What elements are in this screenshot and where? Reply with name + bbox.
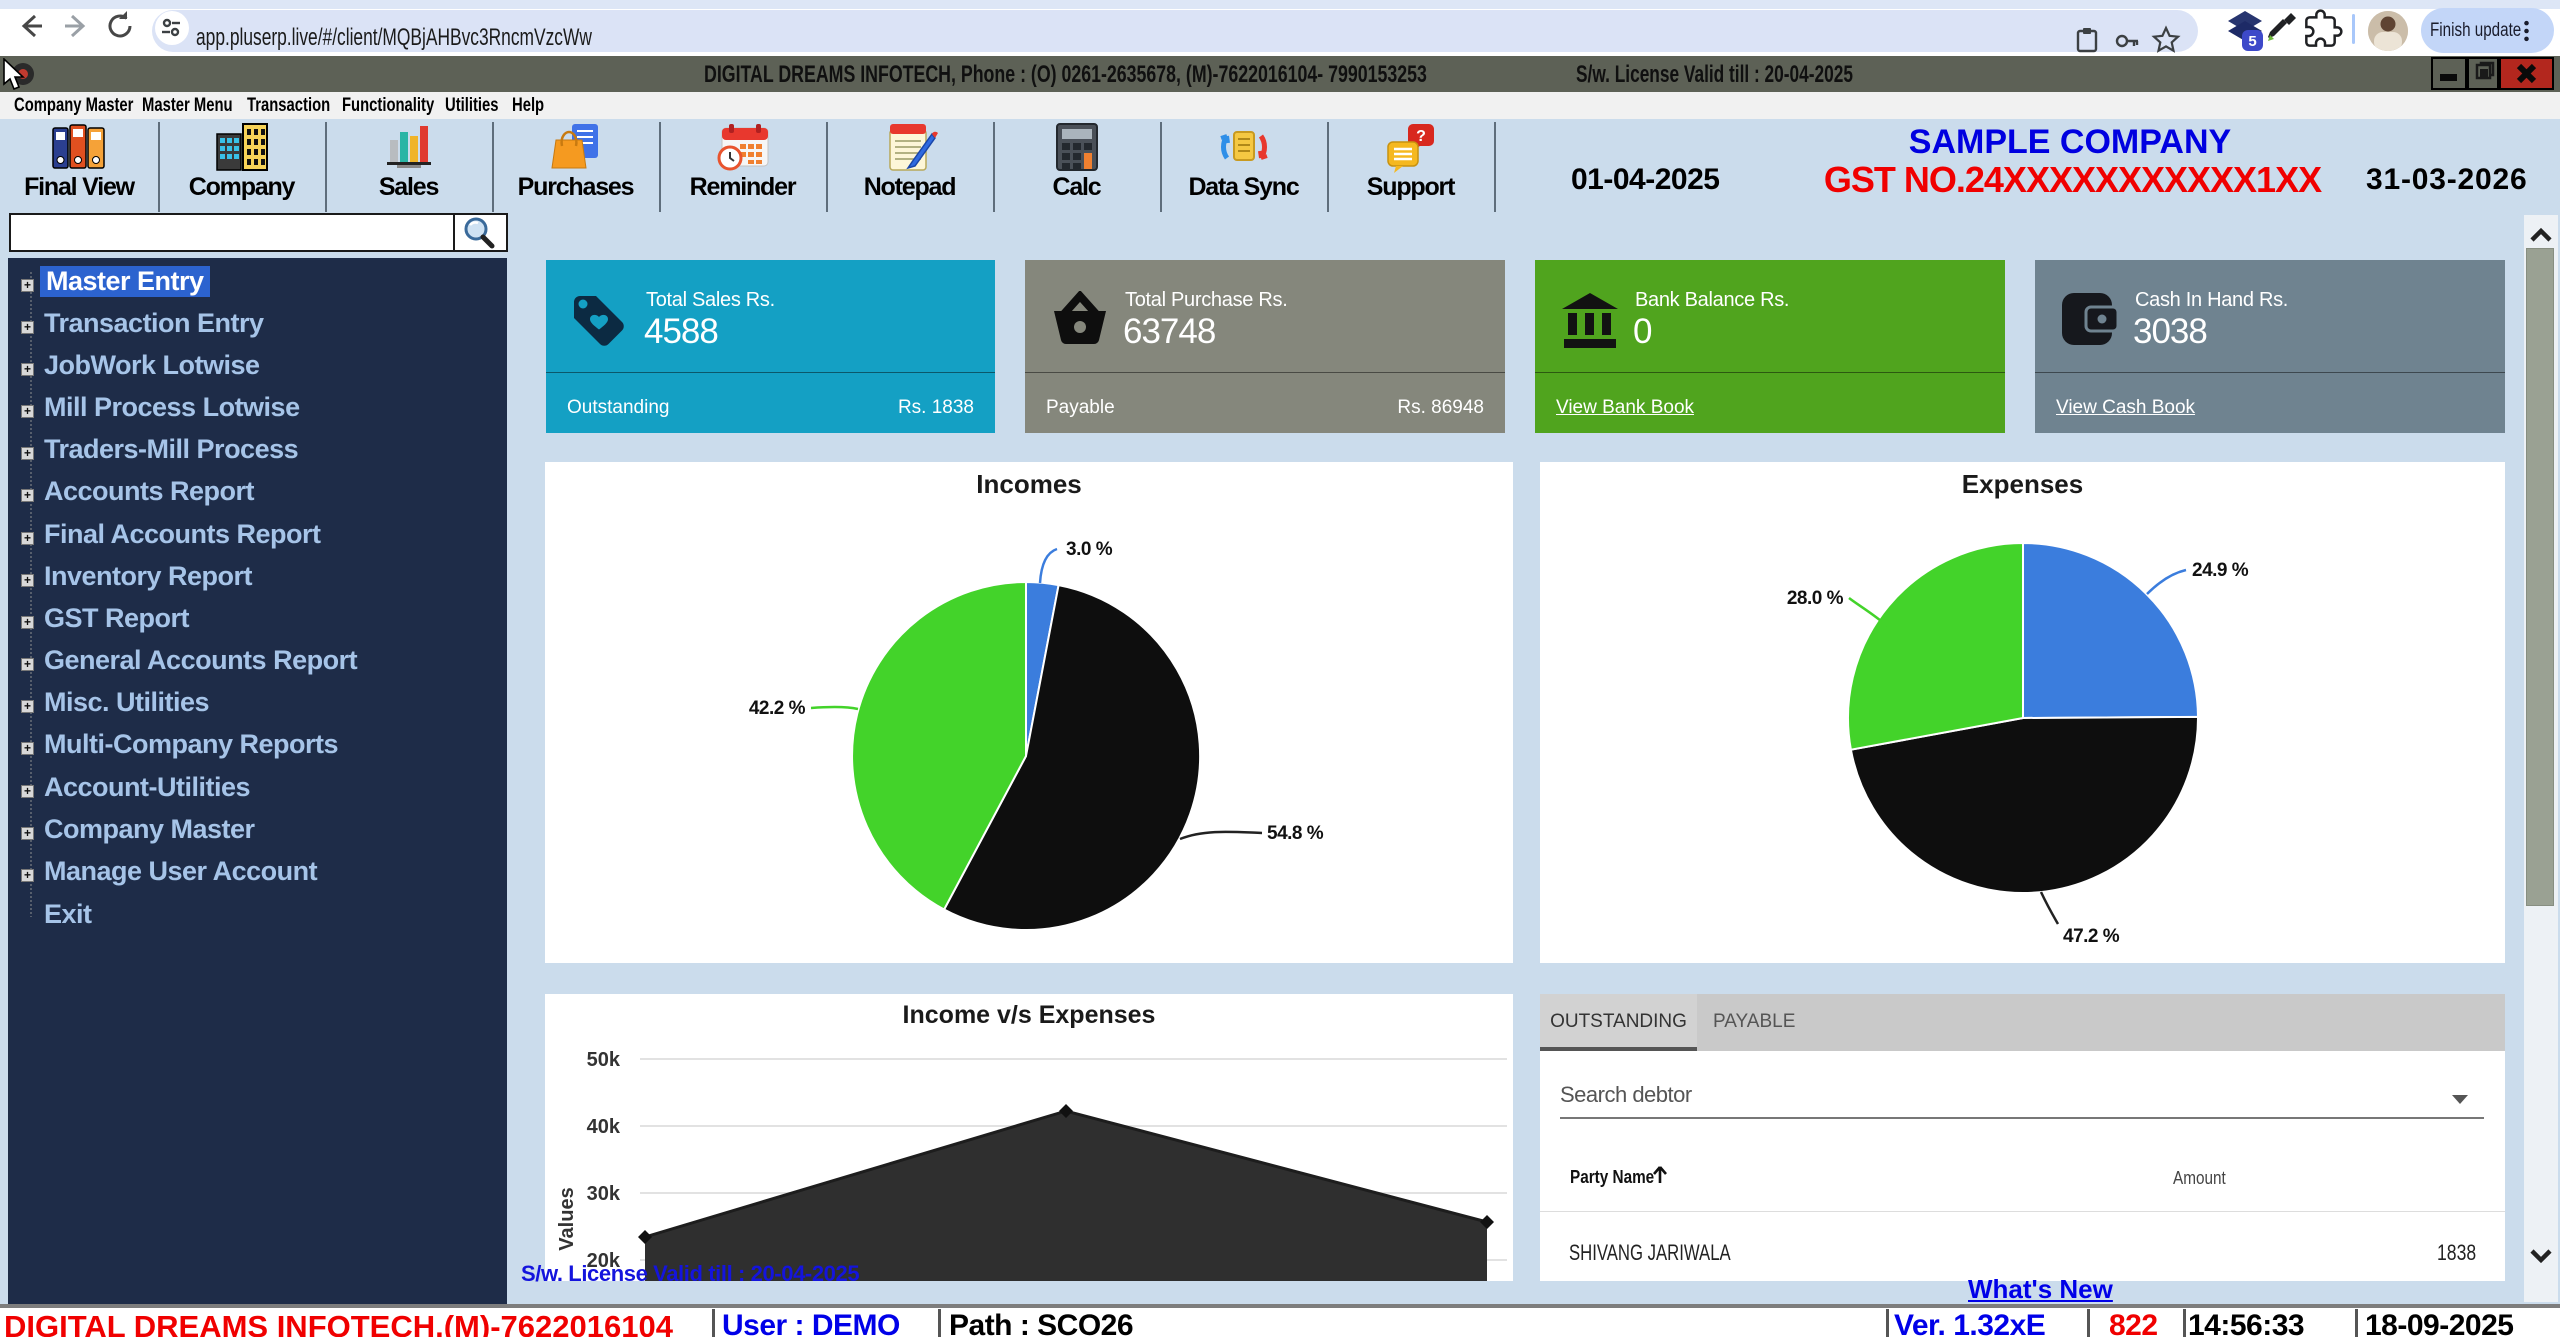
svg-text:54.8 %: 54.8 % xyxy=(1267,823,1324,844)
svg-text:28.0 %: 28.0 % xyxy=(1787,588,1844,609)
svg-text:40k: 40k xyxy=(587,1116,621,1138)
svg-text:3.0 %: 3.0 % xyxy=(1066,539,1113,560)
svg-text:42.2 %: 42.2 % xyxy=(749,698,806,719)
svg-text:?: ? xyxy=(1416,128,1426,145)
svg-text:47.2 %: 47.2 % xyxy=(2063,926,2120,947)
svg-text:30k: 30k xyxy=(587,1183,621,1205)
svg-text:5: 5 xyxy=(2248,33,2256,50)
svg-text:20k: 20k xyxy=(587,1250,621,1272)
svg-text:50k: 50k xyxy=(587,1049,621,1071)
svg-text:24.9 %: 24.9 % xyxy=(2192,560,2249,581)
svg-text:Values: Values xyxy=(556,1187,578,1250)
